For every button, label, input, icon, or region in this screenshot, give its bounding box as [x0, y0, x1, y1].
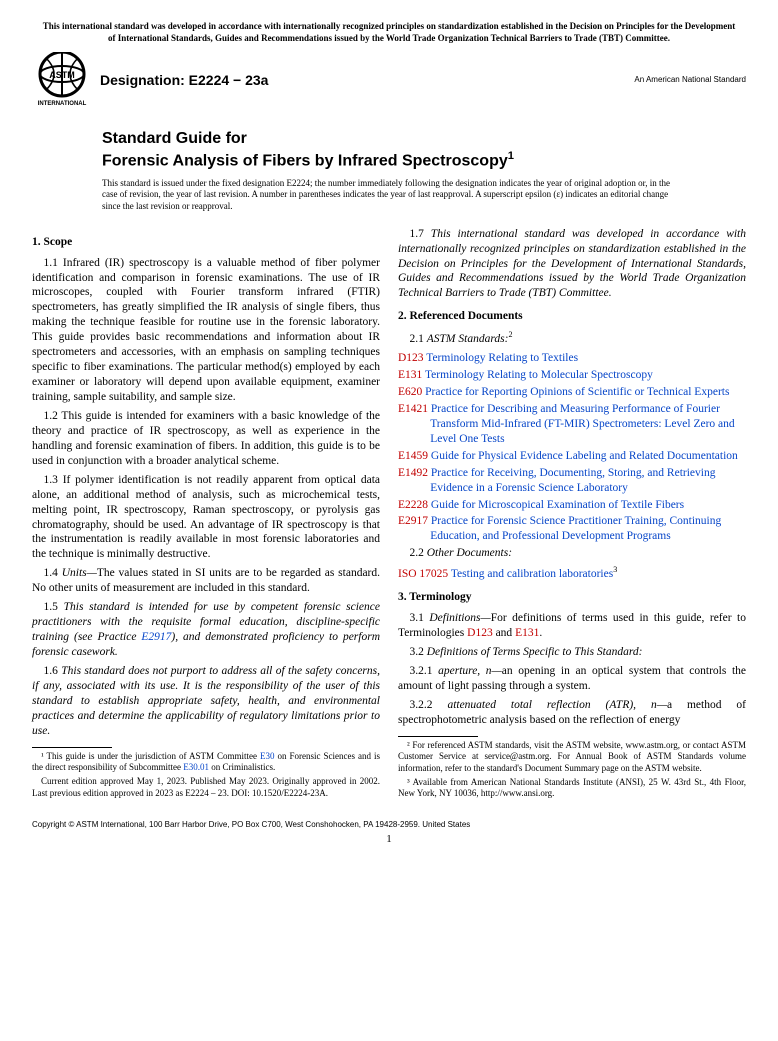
ref-item: D123 Terminology Relating to Textiles: [398, 351, 746, 366]
ref-item: E2917 Practice for Forensic Science Prac…: [398, 514, 746, 544]
link-d123[interactable]: D123: [467, 627, 493, 639]
ref-code[interactable]: ISO 17025: [398, 568, 448, 580]
footnote-rule-right: [398, 736, 478, 737]
para-1-3: 1.3 If polymer identification is not rea…: [32, 473, 380, 563]
ref-code[interactable]: D123: [398, 352, 424, 364]
ref-item: E620 Practice for Reporting Opinions of …: [398, 385, 746, 400]
link-e30-01[interactable]: E30.01: [183, 762, 209, 772]
ref-link[interactable]: Guide for Microscopical Examination of T…: [431, 499, 684, 511]
terminology-heading: 3. Terminology: [398, 590, 746, 605]
footnote-3: ³ Available from American National Stand…: [398, 777, 746, 800]
refs-heading: 2. Referenced Documents: [398, 309, 746, 324]
ref-code[interactable]: E1492: [398, 467, 428, 479]
ref-item: E131 Terminology Relating to Molecular S…: [398, 368, 746, 383]
ref-item: E1492 Practice for Receiving, Documentin…: [398, 466, 746, 496]
designation-label: Designation: E2224 − 23a: [100, 71, 634, 89]
link-e2917[interactable]: E2917: [141, 631, 171, 643]
ref-item-iso: ISO 17025 Testing and calibration labora…: [398, 565, 746, 582]
ref-link[interactable]: Practice for Describing and Measuring Pe…: [430, 403, 734, 445]
ref-link[interactable]: Terminology Relating to Molecular Spectr…: [425, 369, 653, 381]
issuance-note: This standard is issued under the fixed …: [102, 178, 676, 213]
para-1-6: 1.6 This standard does not purport to ad…: [32, 664, 380, 739]
ref-code[interactable]: E2917: [398, 515, 428, 527]
para-1-4: 1.4 Units—The values stated in SI units …: [32, 566, 380, 596]
para-1-2: 1.2 This guide is intended for examiners…: [32, 409, 380, 469]
astm-logo: ASTM INTERNATIONAL: [32, 52, 92, 107]
footnote-rule-left: [32, 747, 112, 748]
ref-code[interactable]: E620: [398, 386, 422, 398]
title-main-text: Forensic Analysis of Fibers by Infrared …: [102, 153, 508, 170]
wto-header-note: This international standard was develope…: [42, 20, 736, 44]
footnote-1: ¹ This guide is under the jurisdiction o…: [32, 751, 380, 774]
ref-link[interactable]: Guide for Physical Evidence Labeling and…: [431, 450, 738, 462]
ref-link[interactable]: Terminology Relating to Textiles: [426, 352, 578, 364]
para-3-2: 3.2 Definitions of Terms Specific to Thi…: [398, 645, 746, 660]
svg-text:ASTM: ASTM: [49, 70, 75, 80]
title-main: Forensic Analysis of Fibers by Infrared …: [102, 149, 746, 171]
footnote-2: ² For referenced ASTM standards, visit t…: [398, 740, 746, 775]
ref-code[interactable]: E1459: [398, 450, 428, 462]
ans-label: An American National Standard: [634, 75, 746, 85]
ref-code[interactable]: E131: [398, 369, 422, 381]
scope-heading: 1. Scope: [32, 235, 380, 250]
copyright-line: Copyright © ASTM International, 100 Barr…: [32, 820, 746, 830]
page-number: 1: [32, 832, 746, 846]
ref-item: E2228 Guide for Microscopical Examinatio…: [398, 498, 746, 513]
ref-code[interactable]: E2228: [398, 499, 428, 511]
ref-item: E1459 Guide for Physical Evidence Labeli…: [398, 449, 746, 464]
ref-link[interactable]: Testing and calibration laboratories: [451, 568, 613, 580]
para-3-2-2: 3.2.2 attenuated total reflection (ATR),…: [398, 698, 746, 728]
title-superscript: 1: [508, 150, 514, 162]
ref-link[interactable]: Practice for Forensic Science Practition…: [430, 515, 721, 542]
svg-text:INTERNATIONAL: INTERNATIONAL: [38, 101, 87, 107]
para-1-1: 1.1 Infrared (IR) spectroscopy is a valu…: [32, 256, 380, 405]
para-1-5: 1.5 This standard is intended for use by…: [32, 600, 380, 660]
ref-link[interactable]: Practice for Reporting Opinions of Scien…: [425, 386, 729, 398]
ref-item: E1421 Practice for Describing and Measur…: [398, 402, 746, 447]
para-2-1: 2.1 ASTM Standards:2: [398, 330, 746, 347]
body-columns: 1. Scope 1.1 Infrared (IR) spectroscopy …: [32, 227, 746, 802]
link-e131[interactable]: E131: [515, 627, 539, 639]
title-prefix: Standard Guide for: [102, 129, 746, 149]
para-3-2-1: 3.2.1 aperture, n—an opening in an optic…: [398, 664, 746, 694]
title-block: Standard Guide for Forensic Analysis of …: [102, 129, 746, 171]
para-3-1: 3.1 Definitions—For definitions of terms…: [398, 611, 746, 641]
ref-code[interactable]: E1421: [398, 403, 428, 415]
link-e30[interactable]: E30: [260, 751, 275, 761]
para-1-7: 1.7 This international standard was deve…: [398, 227, 746, 302]
header-row: ASTM INTERNATIONAL Designation: E2224 − …: [32, 52, 746, 107]
para-2-2: 2.2 Other Documents:: [398, 546, 746, 561]
footnote-1b: Current edition approved May 1, 2023. Pu…: [32, 776, 380, 799]
ref-link[interactable]: Practice for Receiving, Documenting, Sto…: [430, 467, 715, 494]
